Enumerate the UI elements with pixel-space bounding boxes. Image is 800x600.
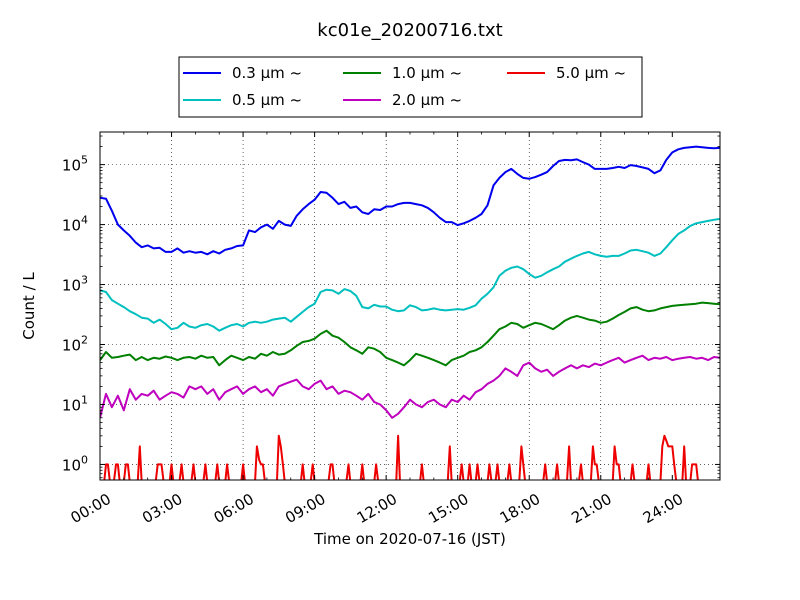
legend-label: 2.0 µm ~ — [392, 91, 462, 109]
y-tick-exponent: 5 — [81, 154, 88, 167]
series-line-1 — [100, 145, 720, 256]
legend: 0.3 µm ~ 1.0 µm ~ 5.0 µm ~ 0.5 µm ~ 2.0 µm ~ — [178, 56, 643, 118]
series-line-5 — [103, 434, 699, 480]
y-tick-exponent: 1 — [81, 393, 88, 406]
legend-frame — [178, 56, 643, 118]
x-axis-label: Time on 2020-07-16 (JST) — [313, 530, 506, 548]
series-line-2 — [100, 217, 720, 332]
legend-label: 1.0 µm ~ — [392, 64, 462, 82]
series-line-3 — [100, 301, 720, 367]
y-axis-label: Count / L — [20, 272, 38, 340]
y-tick-exponent: 3 — [81, 274, 88, 287]
legend-label: 0.5 µm ~ — [232, 91, 302, 109]
y-tick-exponent: 2 — [81, 334, 88, 347]
y-tick-exponent: 4 — [81, 214, 88, 227]
legend-label: 0.3 µm ~ — [232, 64, 302, 82]
y-tick-exponent: 0 — [81, 453, 88, 466]
series-line-4 — [100, 354, 720, 419]
chart-title: kc01e_20200716.txt — [317, 20, 502, 41]
series-layer — [100, 145, 720, 480]
axis-ticks — [99, 132, 720, 480]
legend-label: 5.0 µm ~ — [556, 64, 626, 82]
